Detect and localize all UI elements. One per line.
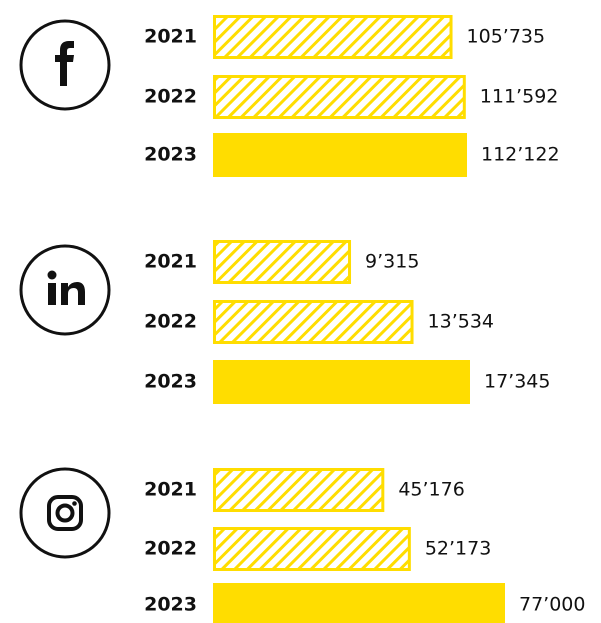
year-label: 2023 bbox=[144, 371, 197, 393]
year-label: 2023 bbox=[144, 594, 197, 616]
bar bbox=[213, 133, 467, 177]
year-label: 2023 bbox=[144, 144, 197, 166]
bar bbox=[213, 527, 411, 571]
bar bbox=[213, 240, 352, 284]
value-label: 105’735 bbox=[467, 26, 546, 48]
value-label: 52’173 bbox=[425, 538, 491, 560]
value-label: 13’534 bbox=[428, 311, 494, 333]
value-label: 45’176 bbox=[398, 479, 464, 501]
bar bbox=[213, 583, 505, 623]
bar bbox=[213, 468, 385, 512]
value-label: 112’122 bbox=[481, 144, 560, 166]
value-label: 17’345 bbox=[484, 371, 550, 393]
year-label: 2022 bbox=[144, 538, 197, 560]
facebook-icon bbox=[19, 19, 111, 111]
value-label: 77’000 bbox=[519, 594, 585, 616]
bar bbox=[213, 300, 414, 344]
year-label: 2021 bbox=[144, 251, 197, 273]
bar bbox=[213, 75, 466, 119]
linkedin-icon bbox=[19, 244, 111, 336]
year-label: 2022 bbox=[144, 311, 197, 333]
instagram-icon bbox=[19, 467, 111, 559]
bar bbox=[213, 360, 470, 404]
year-label: 2021 bbox=[144, 479, 197, 501]
bar bbox=[213, 15, 453, 59]
year-label: 2021 bbox=[144, 26, 197, 48]
value-label: 9’315 bbox=[365, 251, 419, 273]
value-label: 111’592 bbox=[480, 86, 559, 108]
year-label: 2022 bbox=[144, 86, 197, 108]
